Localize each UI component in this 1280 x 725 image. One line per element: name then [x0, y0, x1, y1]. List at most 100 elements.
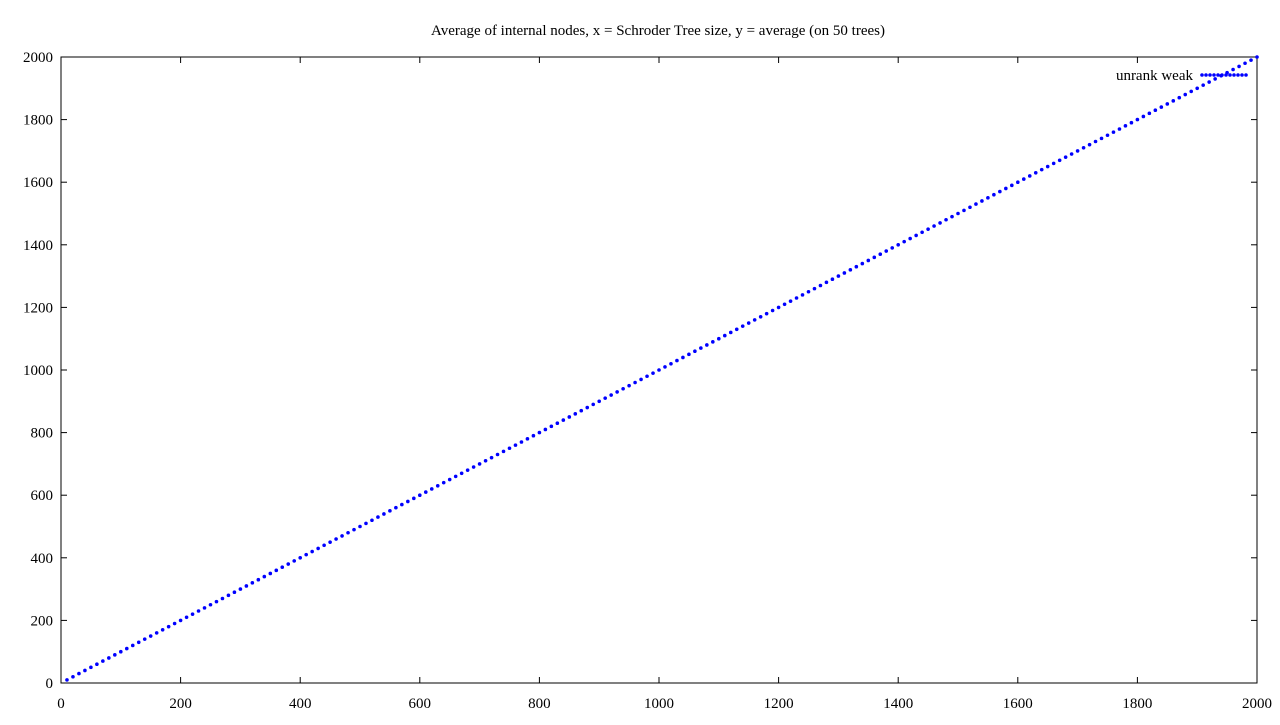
data-point — [119, 649, 123, 654]
data-point — [154, 631, 159, 635]
data-point — [226, 593, 231, 598]
data-point — [1195, 86, 1199, 91]
x-tick-label: 400 — [289, 696, 312, 712]
data-point — [764, 311, 769, 316]
data-point — [107, 656, 111, 660]
data-point — [830, 277, 835, 282]
data-point — [172, 621, 177, 626]
legend-marker — [1232, 73, 1236, 77]
y-tick: 1600 — [23, 175, 1257, 191]
x-tick-label: 1000 — [644, 696, 674, 712]
y-tick: 1800 — [23, 113, 1257, 129]
data-point — [316, 546, 320, 551]
data-point — [681, 355, 685, 360]
data-point — [124, 646, 129, 651]
data-point — [459, 471, 464, 476]
data-point — [220, 596, 225, 601]
data-point — [1063, 155, 1068, 159]
data-point — [400, 502, 404, 507]
data-point — [525, 437, 530, 441]
x-tick-label: 1200 — [764, 696, 794, 712]
data-point — [573, 412, 578, 416]
data-point — [854, 264, 859, 269]
data-point — [370, 518, 374, 523]
data-point — [83, 668, 87, 673]
data-point — [591, 402, 596, 407]
data-point — [734, 327, 739, 332]
data-point — [238, 587, 243, 591]
legend-label: unrank weak — [1116, 68, 1194, 84]
data-point — [214, 599, 219, 604]
data-point — [519, 440, 524, 444]
axis-ticks: 0 200 400 600 800 1000 1200 1400 1600 1800 2000 0 20… — [23, 50, 1272, 712]
data-point — [429, 487, 434, 491]
legend: unrank weak — [1116, 68, 1248, 84]
data-point — [178, 618, 183, 623]
data-point — [328, 540, 332, 544]
chart-title: Average of internal nodes, x = Schroder … — [431, 23, 885, 39]
data-point — [136, 640, 141, 645]
data-point — [687, 352, 691, 357]
data-point — [974, 202, 978, 206]
data-point — [567, 415, 572, 419]
data-point — [1016, 180, 1020, 184]
data-point — [1057, 158, 1062, 163]
data-point — [836, 274, 841, 278]
x-tick: 400 — [289, 57, 312, 712]
data-point — [465, 468, 470, 472]
data-point — [890, 246, 895, 250]
data-point — [848, 268, 853, 272]
data-point — [352, 527, 356, 532]
data-point — [1231, 67, 1235, 72]
data-point — [603, 396, 607, 400]
data-point — [130, 643, 135, 648]
x-tick: 1400 — [883, 57, 913, 712]
data-point — [926, 227, 930, 231]
y-tick: 1400 — [23, 238, 1257, 254]
data-point — [65, 678, 69, 682]
y-tick-label: 1400 — [23, 238, 53, 254]
data-point — [669, 361, 673, 366]
data-point — [693, 349, 697, 354]
x-tick-label: 1800 — [1122, 696, 1152, 712]
y-tick: 600 — [31, 488, 1257, 504]
legend-marker — [1208, 73, 1212, 77]
data-point — [1141, 114, 1146, 119]
data-point — [113, 653, 117, 657]
data-point — [232, 590, 237, 595]
y-tick-label: 400 — [31, 551, 54, 567]
y-tick-label: 1200 — [23, 300, 53, 316]
data-point — [615, 390, 619, 394]
x-tick: 1600 — [1003, 57, 1033, 712]
data-point — [447, 477, 452, 482]
data-point — [286, 562, 291, 566]
data-point — [896, 243, 900, 247]
legend-marker — [1220, 73, 1224, 77]
data-point — [746, 321, 751, 325]
y-tick: 400 — [31, 551, 1257, 567]
data-point — [788, 299, 793, 303]
data-point — [310, 549, 314, 554]
data-point — [190, 612, 195, 616]
data-point — [717, 336, 721, 341]
data-point — [776, 305, 781, 310]
data-point — [944, 217, 948, 222]
data-point — [902, 239, 906, 244]
data-point — [860, 261, 865, 266]
data-point — [292, 559, 297, 563]
data-point — [998, 189, 1002, 194]
data-point — [824, 280, 829, 285]
y-tick-label: 600 — [31, 488, 54, 504]
data-point — [1081, 145, 1086, 150]
data-point — [1117, 127, 1122, 131]
data-point — [806, 289, 811, 294]
x-tick: 1800 — [1122, 57, 1152, 712]
data-point — [711, 340, 715, 344]
data-point — [1165, 102, 1170, 106]
data-point — [1237, 64, 1241, 69]
data-point — [722, 333, 727, 338]
data-point — [208, 602, 213, 607]
y-tick: 1000 — [23, 363, 1257, 379]
data-point — [782, 302, 787, 307]
